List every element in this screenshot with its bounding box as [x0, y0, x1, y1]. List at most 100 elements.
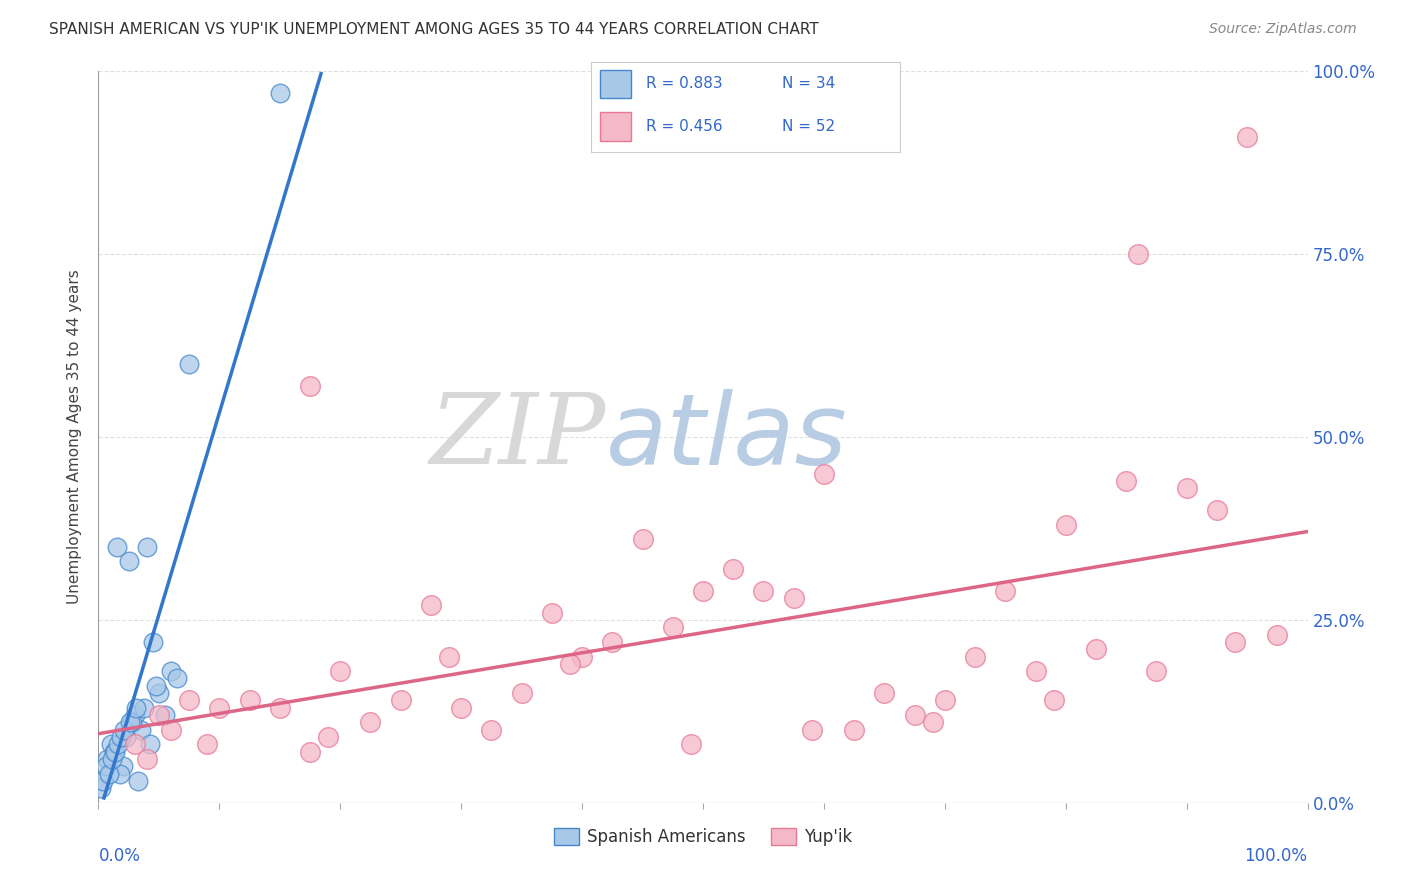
Point	[103, 745, 125, 759]
Point	[118, 554, 141, 568]
Text: atlas: atlas	[606, 389, 848, 485]
Point	[1054, 517, 1077, 532]
Text: N = 34: N = 34	[782, 77, 835, 91]
Point	[108, 766, 131, 780]
Point	[100, 752, 122, 766]
Point	[1042, 693, 1064, 707]
FancyBboxPatch shape	[600, 112, 631, 141]
Point	[783, 591, 806, 605]
Point	[160, 723, 183, 737]
Point	[114, 730, 136, 744]
Point	[195, 737, 218, 751]
Point	[100, 737, 122, 751]
Point	[135, 540, 157, 554]
Point	[125, 700, 148, 714]
Point	[1115, 474, 1137, 488]
Point	[299, 379, 322, 393]
Point	[752, 583, 775, 598]
Point	[121, 715, 143, 730]
Point	[179, 357, 201, 371]
Point	[800, 723, 823, 737]
Point	[124, 737, 146, 751]
Point	[965, 649, 987, 664]
Point	[111, 759, 134, 773]
Point	[299, 745, 322, 759]
Point	[148, 686, 170, 700]
Text: R = 0.883: R = 0.883	[647, 77, 723, 91]
Point	[142, 635, 165, 649]
Point	[269, 700, 291, 714]
Point	[558, 657, 581, 671]
Point	[112, 723, 135, 737]
Point	[98, 766, 121, 780]
Point	[1146, 664, 1168, 678]
Point	[90, 781, 112, 796]
Point	[1128, 247, 1150, 261]
Point	[389, 693, 412, 707]
Text: N = 52: N = 52	[782, 120, 835, 134]
Point	[420, 599, 443, 613]
Point	[481, 723, 503, 737]
Point	[571, 649, 593, 664]
Point	[994, 583, 1017, 598]
Point	[179, 693, 201, 707]
Point	[1206, 503, 1229, 517]
Point	[104, 745, 127, 759]
Point	[208, 700, 231, 714]
Point	[1236, 130, 1258, 145]
Point	[360, 715, 382, 730]
Point	[145, 679, 167, 693]
Point	[631, 533, 654, 547]
Point	[329, 664, 352, 678]
Point	[118, 715, 141, 730]
Point	[844, 723, 866, 737]
Point	[1175, 481, 1198, 495]
Text: 100.0%: 100.0%	[1244, 847, 1308, 864]
Point	[921, 715, 943, 730]
Point	[269, 87, 291, 101]
Point	[1085, 642, 1108, 657]
Point	[105, 540, 128, 554]
Point	[129, 723, 152, 737]
Point	[437, 649, 460, 664]
Point	[510, 686, 533, 700]
Point	[153, 708, 176, 723]
Y-axis label: Unemployment Among Ages 35 to 44 years: Unemployment Among Ages 35 to 44 years	[67, 269, 83, 605]
FancyBboxPatch shape	[600, 70, 631, 98]
Text: R = 0.456: R = 0.456	[647, 120, 723, 134]
Point	[692, 583, 714, 598]
Point	[316, 730, 339, 744]
Point	[934, 693, 956, 707]
Point	[148, 708, 170, 723]
Point	[107, 737, 129, 751]
Point	[813, 467, 835, 481]
Text: 0.0%: 0.0%	[98, 847, 141, 864]
Point	[110, 730, 132, 744]
Point	[91, 773, 114, 788]
Point	[127, 773, 149, 788]
Point	[160, 664, 183, 678]
Text: Source: ZipAtlas.com: Source: ZipAtlas.com	[1209, 22, 1357, 37]
Point	[239, 693, 262, 707]
Point	[723, 562, 745, 576]
Legend: Spanish Americans, Yup'ik: Spanish Americans, Yup'ik	[547, 822, 859, 853]
Point	[1024, 664, 1046, 678]
Point	[132, 700, 155, 714]
Point	[602, 635, 624, 649]
Point	[450, 700, 472, 714]
Point	[166, 672, 188, 686]
Point	[96, 752, 118, 766]
Point	[904, 708, 927, 723]
Point	[679, 737, 702, 751]
Point	[873, 686, 896, 700]
Point	[139, 737, 162, 751]
Point	[94, 759, 117, 773]
Point	[661, 620, 683, 634]
Point	[540, 606, 562, 620]
Text: ZIP: ZIP	[430, 390, 606, 484]
Text: SPANISH AMERICAN VS YUP'IK UNEMPLOYMENT AMONG AGES 35 TO 44 YEARS CORRELATION CH: SPANISH AMERICAN VS YUP'IK UNEMPLOYMENT …	[49, 22, 818, 37]
Point	[1267, 627, 1289, 641]
Point	[1223, 635, 1246, 649]
Point	[135, 752, 157, 766]
Point	[124, 708, 146, 723]
